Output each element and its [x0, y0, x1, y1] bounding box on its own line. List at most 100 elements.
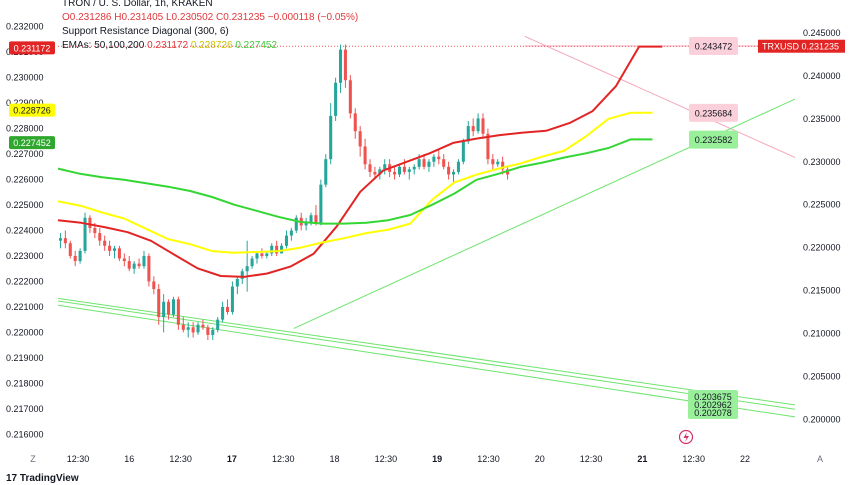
left-axis-tick: 0.230000	[6, 73, 44, 83]
candle-body	[427, 161, 431, 167]
support-label-text: 0.202962	[694, 400, 732, 410]
x-axis-corner-left: Z	[30, 454, 36, 464]
candle-body	[206, 327, 210, 335]
right-axis-tick: 0.230000	[803, 157, 841, 167]
price-label-text: 0.231172	[14, 43, 51, 53]
candle-body	[442, 159, 446, 167]
candle-body	[58, 238, 62, 241]
level-label-box	[689, 103, 738, 122]
candle-body	[319, 184, 323, 223]
candle-body	[422, 159, 426, 167]
left-axis-tick: 0.217000	[6, 404, 44, 414]
x-axis-tick: 12:30	[580, 454, 603, 464]
candle-body	[304, 222, 308, 226]
support-label-box	[688, 390, 738, 419]
candle-body	[334, 82, 338, 116]
candle-body	[358, 131, 362, 147]
candle-body	[432, 156, 436, 162]
candle-body	[191, 327, 195, 333]
tradingview-logo[interactable]: 17 TradingView	[6, 473, 79, 484]
candle-body	[260, 253, 264, 256]
left-axis-tick: 0.220000	[6, 327, 44, 337]
legend-ohlc: O0.231286 H0.231405 L0.230502 C0.231235 …	[62, 12, 359, 23]
x-axis-tick: 21	[637, 454, 647, 464]
lightning-bolt-icon	[683, 432, 689, 442]
candle-body	[167, 301, 171, 315]
candle-body	[181, 324, 185, 330]
candle-body	[437, 156, 441, 160]
candle-body	[461, 141, 465, 162]
right-axis-tick: 0.220000	[803, 243, 841, 253]
candles	[58, 44, 510, 341]
candle-body	[397, 166, 401, 175]
legend-title: TRON / U. S. Dollar, 1h, KRAKEN	[62, 0, 213, 9]
candle-body	[338, 49, 343, 83]
left-axis-tick: 0.228000	[6, 124, 44, 134]
left-axis-tick: 0.222000	[6, 276, 44, 286]
support-label-text: 0.202078	[694, 408, 732, 418]
ema-lines	[57, 45, 663, 278]
candle-body	[216, 319, 220, 330]
candle-body	[329, 115, 333, 160]
left-axis-tick: 0.227000	[6, 149, 44, 159]
candle-body	[245, 266, 249, 272]
candle-body	[353, 113, 357, 132]
price-label-text: 0.228726	[13, 106, 51, 116]
candle-body	[250, 258, 254, 267]
candle-body	[98, 233, 102, 241]
right-axis-tick: 0.205000	[803, 372, 841, 382]
candle-body	[368, 164, 372, 172]
x-axis-tick: 19	[432, 454, 442, 464]
price-label-box	[9, 136, 55, 150]
ema-line	[57, 45, 663, 278]
candle-body	[412, 166, 416, 170]
candle-body	[73, 255, 77, 262]
candle-body	[270, 245, 274, 254]
candle-body	[491, 159, 495, 165]
current-price-label-text: TRXUSD 0.231235	[762, 42, 839, 52]
candle-body	[117, 248, 121, 259]
candle-body	[402, 166, 406, 172]
left-axis-tick: 0.216000	[6, 429, 44, 439]
ema-label: EMAs: 50,100,200	[62, 40, 145, 51]
ema-line	[57, 138, 653, 225]
right-axis-tick: 0.240000	[803, 71, 841, 81]
right-axis-tick: 0.215000	[803, 286, 841, 296]
right-axis-tick: 0.225000	[803, 200, 841, 210]
support-diagonal-line	[57, 304, 796, 418]
ema-line	[57, 111, 653, 254]
candle-body	[112, 248, 117, 251]
legend-ema-indicator[interactable]: EMAs: 50,100,200 0.231172 0.228726 0.227…	[62, 39, 358, 53]
axes: 0.2320000.2310000.2300000.2290000.228000…	[6, 22, 841, 464]
candle-body	[275, 245, 279, 254]
candle-body	[152, 281, 156, 290]
candle-body	[68, 243, 72, 256]
x-axis-tick: 12:30	[169, 454, 192, 464]
candle-body	[324, 159, 328, 185]
candle-body	[378, 169, 382, 175]
candle-body	[171, 299, 175, 315]
lightning-icon	[678, 429, 694, 445]
candle-body	[284, 235, 288, 246]
x-axis-tick: 12:30	[682, 454, 705, 464]
x-axis-tick: 16	[124, 454, 134, 464]
level-label-text: 0.235684	[695, 108, 733, 118]
right-axis-tick: 0.235000	[803, 114, 841, 124]
tradingview-mark-icon: 17	[6, 473, 18, 484]
right-axis-tick: 0.200000	[803, 415, 841, 425]
right-axis-tick: 0.245000	[803, 28, 841, 38]
candle-body	[78, 250, 82, 262]
left-axis-tick: 0.225000	[6, 200, 44, 210]
support-label-text: 0.203675	[694, 392, 732, 402]
current-price-label-box	[758, 39, 845, 53]
ema50-value: 0.231172	[147, 40, 189, 51]
legend-sr-indicator[interactable]: Support Resistance Diagonal (300, 6)	[62, 26, 229, 37]
level-label-text: 0.243472	[695, 42, 733, 52]
candle-body	[221, 306, 225, 320]
candle-body	[127, 261, 131, 269]
candle-body	[452, 171, 456, 175]
candle-body	[103, 240, 107, 246]
candle-body	[393, 171, 397, 175]
